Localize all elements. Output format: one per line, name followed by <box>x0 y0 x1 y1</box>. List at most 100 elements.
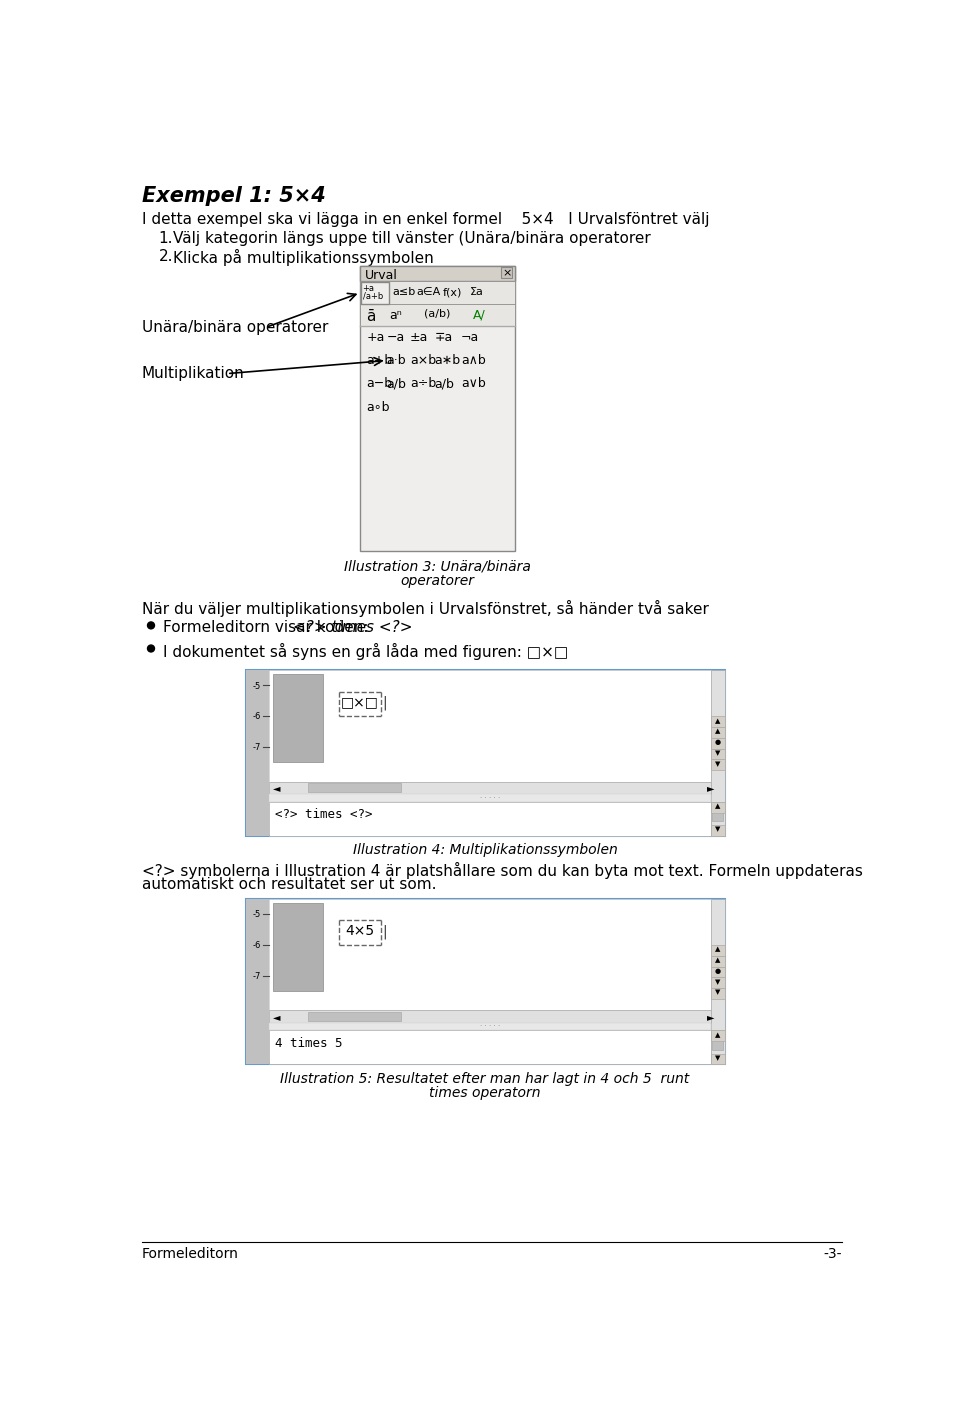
Text: operatorer: operatorer <box>400 574 475 588</box>
Text: -6: -6 <box>252 712 261 722</box>
FancyBboxPatch shape <box>710 716 725 728</box>
Text: a/b: a/b <box>387 377 406 390</box>
FancyBboxPatch shape <box>710 988 725 999</box>
FancyBboxPatch shape <box>710 801 725 812</box>
Text: aⁿ: aⁿ <box>390 309 402 322</box>
Text: ►: ► <box>708 783 715 793</box>
Text: ▲: ▲ <box>715 803 720 810</box>
FancyBboxPatch shape <box>710 1054 725 1064</box>
FancyBboxPatch shape <box>269 781 710 794</box>
Text: ×: × <box>502 268 512 278</box>
Text: f(x): f(x) <box>443 287 462 297</box>
Text: a×b: a×b <box>410 355 436 367</box>
Text: När du väljer multiplikationsymbolen i Urvalsfönstret, så händer två saker: När du väljer multiplikationsymbolen i U… <box>142 601 708 617</box>
Text: ◄: ◄ <box>273 1012 280 1022</box>
FancyBboxPatch shape <box>269 899 710 1010</box>
Text: a÷b: a÷b <box>410 377 436 390</box>
Text: ▼: ▼ <box>715 750 720 756</box>
Text: ◄: ◄ <box>273 783 280 793</box>
Text: ▲: ▲ <box>715 718 720 723</box>
Text: a≤b: a≤b <box>393 287 416 297</box>
Text: ●: ● <box>714 739 721 746</box>
FancyBboxPatch shape <box>710 825 725 835</box>
Text: ±a: ±a <box>410 331 428 345</box>
Text: a+b: a+b <box>367 355 393 367</box>
Text: times operatorn: times operatorn <box>429 1085 540 1099</box>
FancyBboxPatch shape <box>710 801 725 835</box>
Text: a−b: a−b <box>367 377 393 390</box>
Text: a∧b: a∧b <box>461 355 486 367</box>
FancyBboxPatch shape <box>269 1010 710 1023</box>
FancyBboxPatch shape <box>273 674 324 763</box>
Text: Klicka på multiplikationssymbolen: Klicka på multiplikationssymbolen <box>173 249 434 266</box>
Text: a∨b: a∨b <box>461 377 486 390</box>
Text: -6: -6 <box>252 941 261 950</box>
Text: |: | <box>383 695 387 709</box>
FancyBboxPatch shape <box>710 759 725 770</box>
Text: −a: −a <box>387 331 405 345</box>
Text: Multiplikation: Multiplikation <box>142 366 245 382</box>
Circle shape <box>148 646 155 651</box>
Text: I detta exempel ska vi lägga in en enkel formel    5×4   I Urvalsföntret välj: I detta exempel ska vi lägga in en enkel… <box>142 212 709 227</box>
Text: a·b: a·b <box>387 355 406 367</box>
FancyBboxPatch shape <box>501 267 512 278</box>
Text: ▲: ▲ <box>715 1031 720 1039</box>
FancyBboxPatch shape <box>712 805 723 821</box>
Text: Illustration 5: Resultatet efter man har lagt in 4 och 5  runt: Illustration 5: Resultatet efter man har… <box>280 1072 689 1087</box>
FancyBboxPatch shape <box>269 670 710 781</box>
FancyBboxPatch shape <box>710 728 725 738</box>
FancyBboxPatch shape <box>360 281 516 304</box>
FancyBboxPatch shape <box>269 1030 710 1064</box>
Text: +a: +a <box>363 284 374 294</box>
FancyBboxPatch shape <box>360 266 516 551</box>
FancyBboxPatch shape <box>710 955 725 966</box>
FancyBboxPatch shape <box>246 670 269 835</box>
FancyBboxPatch shape <box>246 670 725 835</box>
Text: ▲: ▲ <box>715 729 720 735</box>
Text: ▼: ▼ <box>715 979 720 985</box>
Text: Illustration 4: Multiplikationssymbolen: Illustration 4: Multiplikationssymbolen <box>352 844 617 858</box>
Text: · · · · ·: · · · · · <box>480 794 500 801</box>
Text: a/b: a/b <box>435 377 454 390</box>
Text: Exempel 1: 5×4: Exempel 1: 5×4 <box>142 187 325 206</box>
Text: +a: +a <box>367 331 385 345</box>
Text: A/: A/ <box>472 308 486 321</box>
Text: (a/b): (a/b) <box>423 309 450 319</box>
Text: -3-: -3- <box>824 1246 842 1260</box>
Text: a∈A: a∈A <box>416 287 441 297</box>
FancyBboxPatch shape <box>710 1030 725 1064</box>
FancyBboxPatch shape <box>269 1023 710 1030</box>
Text: ▼: ▼ <box>715 827 720 832</box>
Text: · · · · ·: · · · · · <box>480 1023 500 1030</box>
FancyBboxPatch shape <box>307 1012 400 1022</box>
Text: ā: ā <box>367 309 375 324</box>
Text: Unära/binära operatorer: Unära/binära operatorer <box>142 319 328 335</box>
FancyBboxPatch shape <box>273 903 324 991</box>
Text: ∓a: ∓a <box>435 331 453 345</box>
FancyBboxPatch shape <box>360 304 516 326</box>
Text: automatiskt och resultatet ser ut som.: automatiskt och resultatet ser ut som. <box>142 877 436 892</box>
FancyBboxPatch shape <box>269 794 710 801</box>
Text: ¬a: ¬a <box>461 331 479 345</box>
Text: ▲: ▲ <box>715 957 720 964</box>
Text: a∘b: a∘b <box>367 400 390 414</box>
Text: |: | <box>383 924 387 938</box>
Text: <?> times <?>: <?> times <?> <box>293 620 413 634</box>
FancyBboxPatch shape <box>307 783 400 793</box>
Text: -5: -5 <box>252 681 261 691</box>
Text: ▼: ▼ <box>715 989 720 996</box>
Circle shape <box>148 622 155 629</box>
Text: Formeleditorn visar koden:: Formeleditorn visar koden: <box>163 620 373 634</box>
Text: □×□: □×□ <box>341 695 378 709</box>
Text: 1.: 1. <box>158 232 173 246</box>
Text: 4 times 5: 4 times 5 <box>275 1037 343 1050</box>
Text: Välj kategorin längs uppe till vänster (Unära/binära operatorer: Välj kategorin längs uppe till vänster (… <box>173 232 651 246</box>
Text: Σa: Σa <box>470 287 484 297</box>
FancyBboxPatch shape <box>710 738 725 749</box>
Text: <?> times <?>: <?> times <?> <box>275 808 372 821</box>
FancyBboxPatch shape <box>246 899 269 1064</box>
FancyBboxPatch shape <box>710 899 725 1033</box>
FancyBboxPatch shape <box>710 670 725 805</box>
FancyBboxPatch shape <box>710 978 725 988</box>
Text: a∗b: a∗b <box>435 355 461 367</box>
